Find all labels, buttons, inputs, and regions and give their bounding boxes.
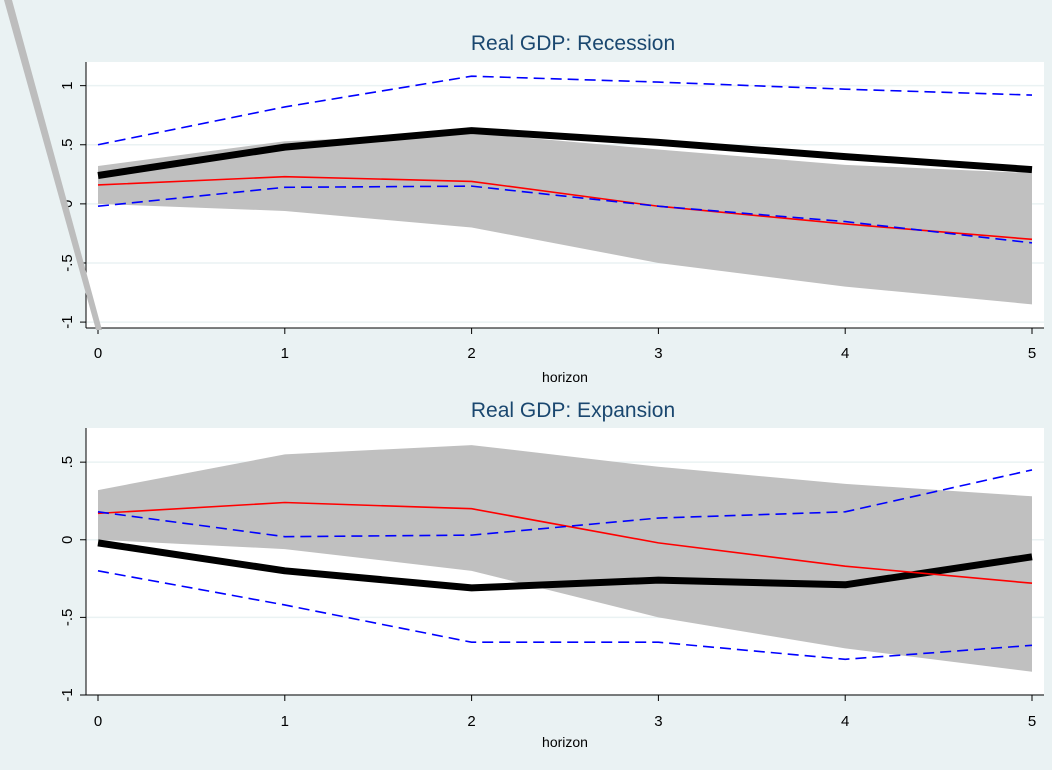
y-tick-label: 0 bbox=[59, 536, 76, 544]
x-tick-label: 5 bbox=[1028, 345, 1036, 362]
confidence-band bbox=[98, 445, 1032, 672]
x-tick-label: 4 bbox=[841, 713, 849, 730]
x-tick-label: 1 bbox=[281, 345, 289, 362]
panel-title: Real GDP: Recession bbox=[471, 32, 675, 55]
series-red bbox=[97, 175, 1033, 241]
x-tick-label: 3 bbox=[654, 713, 662, 730]
y-tick-label: -1 bbox=[59, 688, 76, 701]
series-blue-dashed-2 bbox=[97, 75, 1033, 146]
rendering-artifact bbox=[4, 0, 102, 330]
x-tick-label: 2 bbox=[467, 345, 475, 362]
y-tick-label: .5 bbox=[59, 456, 76, 469]
confidence-band bbox=[98, 132, 1032, 305]
series-black-thick bbox=[97, 127, 1033, 179]
y-tick-label: -.5 bbox=[59, 609, 76, 627]
panel-2: .5 0 -.5 -1 0 1 2 3 4 5 horizon Real GDP: Expansion bbox=[59, 399, 1044, 750]
y-tick-label: 1 bbox=[59, 81, 76, 89]
panel-title: Real GDP: Expansion bbox=[471, 399, 675, 422]
y-tick-label: -1 bbox=[59, 315, 76, 328]
series-blue-dashed-3 bbox=[97, 185, 1033, 244]
x-axis-label: horizon bbox=[542, 369, 588, 385]
x-tick-label: 0 bbox=[94, 713, 102, 730]
series-blue-dashed-2 bbox=[97, 469, 1033, 538]
x-tick-label: 1 bbox=[281, 713, 289, 730]
x-tick-label: 5 bbox=[1028, 713, 1036, 730]
series-black-thick bbox=[97, 539, 1033, 592]
series-blue-dashed-3 bbox=[97, 570, 1033, 661]
y-tick-label: -.5 bbox=[59, 254, 76, 272]
x-axis-label: horizon bbox=[542, 734, 588, 750]
x-tick-label: 0 bbox=[94, 345, 102, 362]
y-tick-label: .5 bbox=[59, 138, 76, 151]
x-tick-label: 4 bbox=[841, 345, 849, 362]
x-tick-label: 2 bbox=[467, 713, 475, 730]
x-tick-label: 3 bbox=[654, 345, 662, 362]
